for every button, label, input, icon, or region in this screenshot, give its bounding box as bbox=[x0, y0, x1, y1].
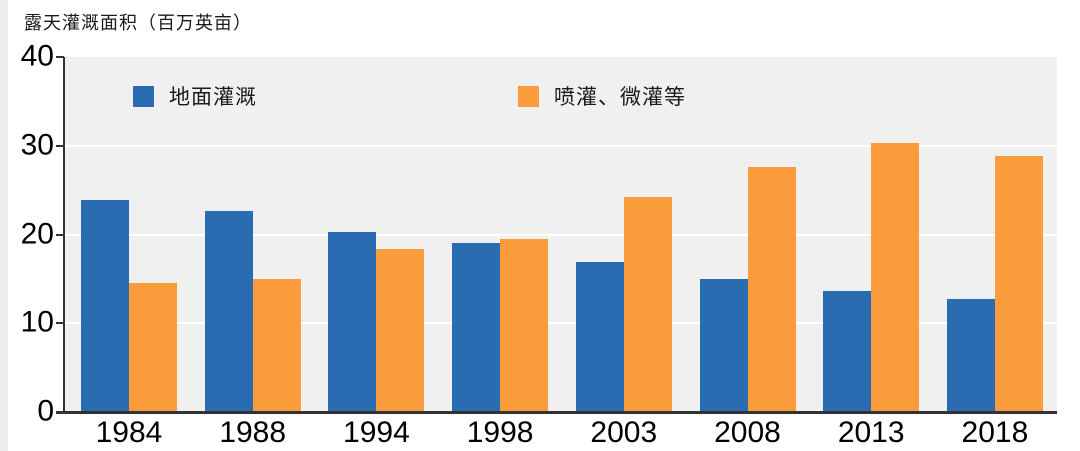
legend-item-surface-irrigation: 地面灌溉 bbox=[133, 84, 257, 109]
y-tick-20 bbox=[56, 233, 64, 236]
plot-area bbox=[65, 57, 1057, 412]
bar-series0-1988 bbox=[204, 210, 253, 412]
x-axis-label-1988: 1988 bbox=[219, 416, 287, 449]
x-axis-label-2008: 2008 bbox=[714, 416, 781, 449]
legend-swatch-orange-icon bbox=[518, 85, 539, 107]
bar-series1-1998 bbox=[500, 238, 549, 412]
x-axis-label-2013: 2013 bbox=[837, 416, 905, 449]
y-axis-label-30: 30 bbox=[20, 128, 54, 162]
y-tick-0 bbox=[56, 411, 64, 413]
chart-title: 露天灌溉面积（百万英亩） bbox=[24, 13, 252, 34]
bar-series0-2003 bbox=[575, 262, 624, 412]
y-axis-label-0: 0 bbox=[37, 394, 54, 428]
page-edge-strip bbox=[0, 0, 8, 451]
bar-series1-2018 bbox=[994, 156, 1043, 412]
gridline-y20 bbox=[65, 233, 1057, 236]
bar-series1-1988 bbox=[252, 278, 301, 412]
y-tick-40 bbox=[56, 56, 64, 58]
legend-swatch-blue-icon bbox=[133, 85, 154, 107]
y-axis-label-40: 40 bbox=[20, 39, 54, 73]
y-axis-line bbox=[63, 57, 65, 413]
bar-series1-1994 bbox=[376, 248, 425, 412]
bar-series1-1984 bbox=[129, 283, 177, 412]
x-axis-label-1984: 1984 bbox=[95, 416, 163, 449]
y-axis-label-10: 10 bbox=[20, 305, 54, 339]
bar-series0-1984 bbox=[81, 199, 129, 412]
x-axis-label-2003: 2003 bbox=[590, 416, 658, 449]
gridline-y10 bbox=[65, 322, 1057, 325]
y-axis-label-20: 20 bbox=[20, 216, 54, 250]
bar-series0-2008 bbox=[699, 278, 748, 412]
bar-series1-2013 bbox=[871, 143, 920, 412]
y-tick-10 bbox=[56, 322, 64, 325]
bar-series1-2003 bbox=[623, 197, 672, 412]
x-axis-label-1998: 1998 bbox=[466, 416, 534, 449]
x-axis-line bbox=[56, 411, 1057, 414]
bar-series0-2018 bbox=[946, 299, 995, 412]
y-tick-30 bbox=[56, 144, 64, 147]
legend-label: 喷灌、微灌等 bbox=[554, 86, 686, 109]
x-axis-label-2018: 2018 bbox=[961, 416, 1029, 449]
bar-series0-1998 bbox=[452, 242, 501, 412]
x-axis-label-1994: 1994 bbox=[343, 416, 410, 449]
bar-series1-2008 bbox=[747, 167, 796, 412]
legend-item-sprinkler-micro-irrigation: 喷灌、微灌等 bbox=[518, 84, 686, 109]
legend-label: 地面灌溉 bbox=[169, 86, 257, 109]
bar-series0-1994 bbox=[328, 231, 377, 412]
bar-series0-2013 bbox=[823, 291, 872, 412]
gridline-y30 bbox=[65, 144, 1057, 147]
